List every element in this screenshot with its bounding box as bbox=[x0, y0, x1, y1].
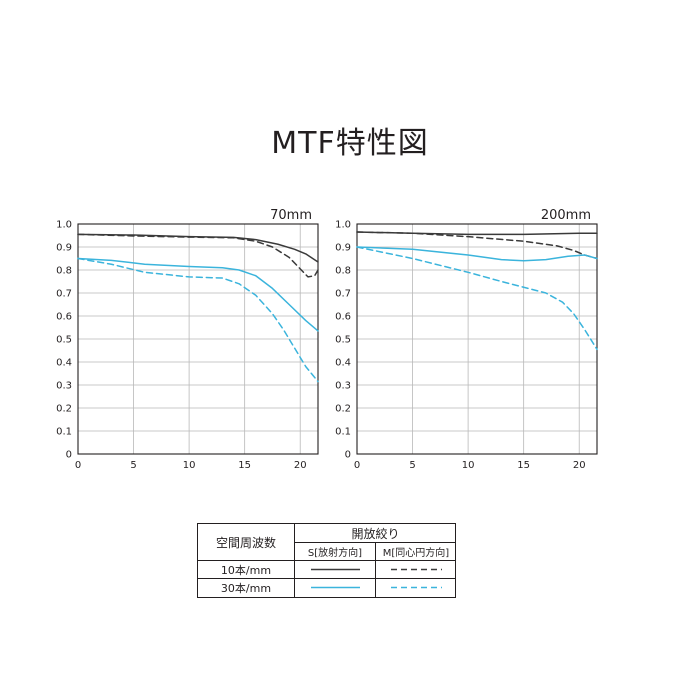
series-line-3 bbox=[77, 257, 319, 383]
x-tick-label: 20 bbox=[573, 460, 586, 471]
y-tick-label: 0.7 bbox=[335, 289, 351, 300]
y-tick-label: 0.3 bbox=[56, 381, 72, 392]
y-tick-label: 0.6 bbox=[56, 312, 72, 323]
y-tick-label: 0.6 bbox=[335, 312, 351, 323]
y-tick-label: 0.7 bbox=[56, 289, 72, 300]
legend-row-30: 30本/mm bbox=[220, 582, 272, 595]
plot-frame bbox=[356, 223, 598, 455]
x-tick-label: 5 bbox=[409, 460, 415, 471]
x-tick-label: 0 bbox=[354, 460, 360, 471]
legend-row-10: 10本/mm bbox=[220, 563, 272, 577]
series-line-2 bbox=[356, 246, 598, 262]
focal-length-label: 70mm bbox=[270, 208, 312, 223]
y-tick-label: 0.2 bbox=[56, 404, 72, 415]
x-tick-label: 5 bbox=[130, 460, 136, 471]
y-tick-label: 0.9 bbox=[335, 243, 351, 254]
y-tick-label: 0.1 bbox=[56, 427, 72, 438]
series-line-1 bbox=[356, 231, 598, 260]
x-tick-label: 10 bbox=[462, 460, 475, 471]
legend-col-m: M[同心円方向] bbox=[382, 548, 450, 559]
y-tick-label: 0.8 bbox=[335, 266, 351, 277]
y-tick-label: 0.8 bbox=[56, 266, 72, 277]
legend-col-header: 開放絞り bbox=[351, 526, 400, 541]
legend-swatches bbox=[311, 568, 442, 589]
x-tick-label: 15 bbox=[238, 460, 251, 471]
series-line-1 bbox=[77, 233, 319, 278]
y-tick-label: 0.9 bbox=[56, 243, 72, 254]
plot-frame bbox=[77, 223, 319, 455]
x-tick-label: 20 bbox=[294, 460, 307, 471]
x-tick-label: 10 bbox=[183, 460, 196, 471]
y-tick-label: 1.0 bbox=[335, 220, 351, 231]
y-tick-label: 0.4 bbox=[56, 358, 72, 369]
series-line-2 bbox=[77, 257, 319, 332]
focal-length-label: 200mm bbox=[541, 208, 591, 223]
y-tick-label: 0.2 bbox=[335, 404, 351, 415]
y-tick-label: 0.4 bbox=[335, 358, 351, 369]
chart-70mm: 0 0.1 0.2 0.3 0.4 0.5 0.6 0.7 0.8 0.9 1.0 0 5 10 15 20 7… bbox=[56, 208, 319, 471]
chart-200mm: 0 0.1 0.2 0.3 0.4 0.5 0.6 0.7 0.8 0.9 1.0 0 5 10 15 20 2… bbox=[335, 208, 598, 471]
y-tick-label: 0.5 bbox=[56, 335, 72, 346]
legend-col-s: S[放射方向] bbox=[307, 548, 363, 559]
legend-row-header: 空間周波数 bbox=[215, 535, 276, 550]
chart-title: MTF特性図 bbox=[271, 126, 429, 161]
x-tick-label: 15 bbox=[517, 460, 530, 471]
y-tick-label: 0.1 bbox=[335, 427, 351, 438]
series-line-3 bbox=[356, 246, 598, 351]
y-tick-label: 0 bbox=[345, 450, 351, 461]
x-tick-label: 0 bbox=[75, 460, 81, 471]
legend-table: 空間周波数 開放絞り S[放射方向] M[同心円方向] 10本/mm 30本/m… bbox=[197, 523, 456, 598]
y-tick-label: 0 bbox=[66, 450, 72, 461]
y-tick-label: 0.3 bbox=[335, 381, 351, 392]
y-tick-label: 1.0 bbox=[56, 220, 72, 231]
series-line-0 bbox=[77, 233, 319, 263]
y-tick-label: 0.5 bbox=[335, 335, 351, 346]
